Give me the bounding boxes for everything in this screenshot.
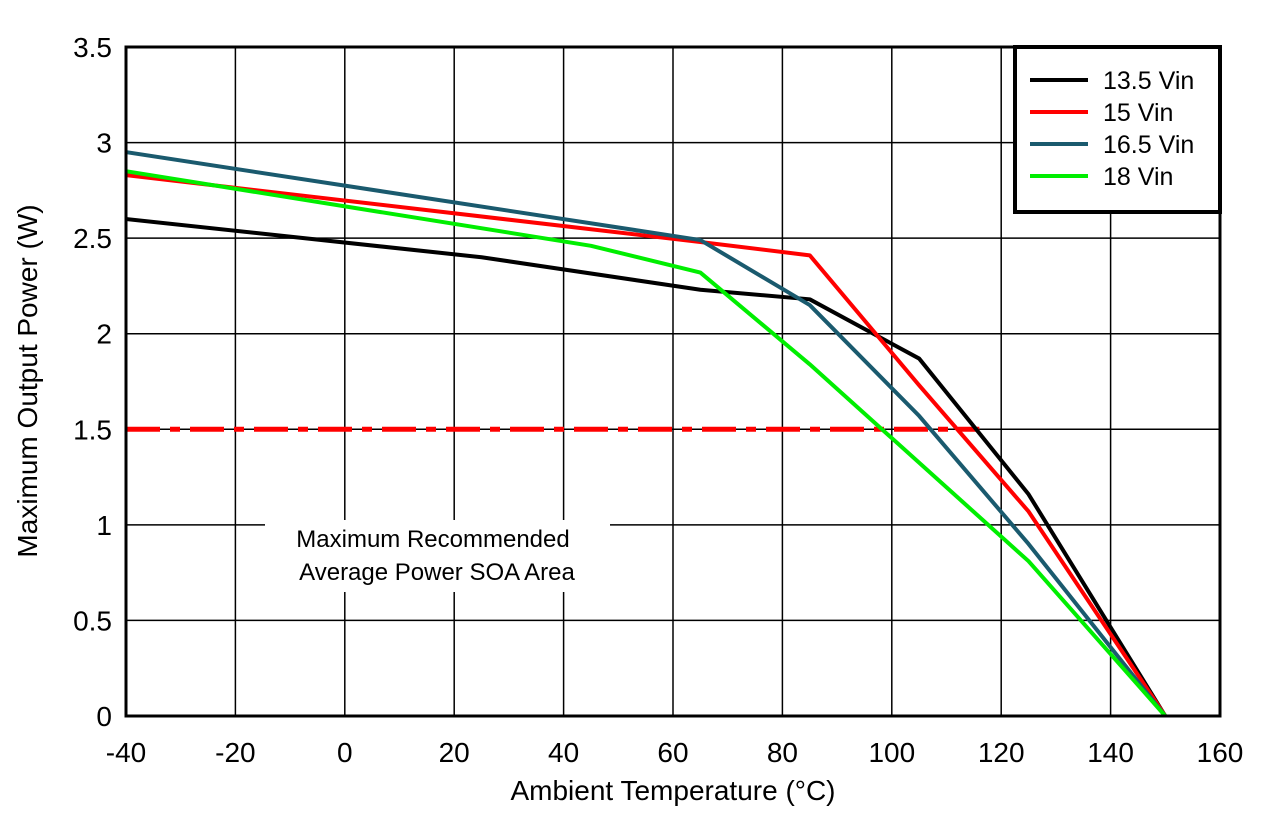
annotation: Maximum Recommended Average Power SOA Ar… <box>265 520 610 592</box>
y-axis-label: Maximum Output Power (W) <box>12 204 43 557</box>
plot-frame <box>124 45 1222 718</box>
annotation-line-1: Maximum Recommended <box>296 526 569 553</box>
x-tick-label: 60 <box>657 737 688 768</box>
x-tick-label: 100 <box>868 737 915 768</box>
legend-label: 18 Vin <box>1103 163 1173 191</box>
x-tick-label: 20 <box>439 737 470 768</box>
y-tick-label: 1.5 <box>73 414 112 445</box>
y-tick-label: 2.5 <box>73 223 112 254</box>
y-tick-label: 3 <box>96 128 112 159</box>
x-axis-label: Ambient Temperature (°C) <box>510 775 835 806</box>
x-tick-label: 120 <box>978 737 1025 768</box>
x-tick-label: -20 <box>215 737 255 768</box>
x-tick-label: 40 <box>548 737 579 768</box>
y-tick-label: 0.5 <box>73 605 112 636</box>
x-tick-label: 160 <box>1197 737 1244 768</box>
legend-label: 13.5 Vin <box>1103 67 1194 95</box>
series-line-13.5-Vin <box>125 217 1168 718</box>
x-tick-label: 0 <box>337 737 353 768</box>
series-line-15-Vin <box>125 173 1167 718</box>
y-tick-label: 3.5 <box>73 32 112 63</box>
x-tick-label: 140 <box>1087 737 1134 768</box>
y-tick-label: 2 <box>96 319 112 350</box>
legend-label: 15 Vin <box>1103 99 1173 127</box>
legend: 13.5 Vin 15 Vin 16.5 Vin 18 Vin <box>1013 45 1222 214</box>
series-line-18-Vin <box>125 169 1167 718</box>
series-line-16.5-Vin <box>125 150 1167 718</box>
y-tick-label: 0 <box>96 701 112 732</box>
tick-labels: -40 -20 0 20 40 60 80 100 120 140 160 0 0.5 1 1.5 2 2.5 3… <box>73 32 1243 768</box>
legend-label: 16.5 Vin <box>1103 131 1194 159</box>
x-tick-label: 80 <box>767 737 798 768</box>
x-tick-label: -40 <box>106 737 146 768</box>
annotation-line-2: Average Power SOA Area <box>299 559 575 586</box>
y-tick-label: 1 <box>96 510 112 541</box>
series-lines <box>125 150 1168 718</box>
